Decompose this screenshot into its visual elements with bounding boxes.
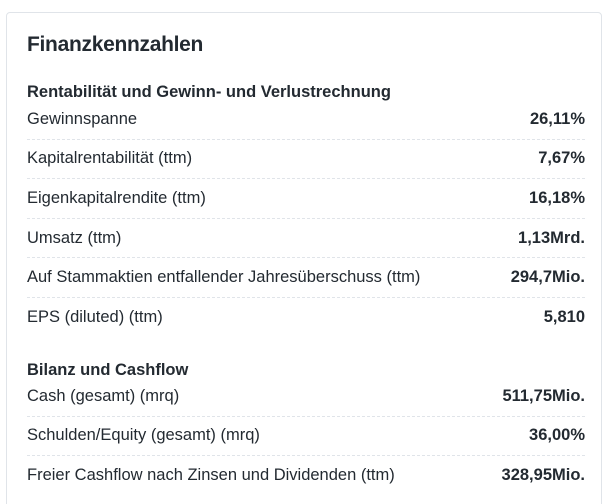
metric-label: Auf Stammaktien entfallender Jahresübers… [27,268,421,287]
metric-value: 1,13Mrd. [518,228,585,247]
metric-value: 511,75Mio. [502,386,585,405]
metric-value: 26,11% [529,109,585,128]
metric-value: 7,67% [538,149,585,168]
section-title: Rentabilität und Gewinn- und Verlustrech… [27,83,391,101]
metric-value: 294,7Mio. [510,268,585,287]
metric-label: Schulden/Equity (gesamt) (mrq) [27,426,260,445]
metric-row-net-income: Auf Stammaktien entfallender Jahresübers… [27,258,585,298]
metric-value: 36,00% [529,426,585,445]
metric-row-free-cashflow: Freier Cashflow nach Zinsen und Dividend… [27,456,585,496]
metric-value: 328,95Mio. [501,466,585,485]
section-title: Bilanz und Cashflow [27,361,189,379]
metric-label: Gewinnspanne [27,109,138,128]
balance-cashflow-section: Bilanz und Cashflow Cash (gesamt) (mrq) … [27,358,585,496]
metric-label: Kapitalrentabilität (ttm) [27,149,193,168]
metric-row-revenue: Umsatz (ttm) 1,13Mrd. [27,219,585,259]
metric-row-eps: EPS (diluted) (ttm) 5,810 [27,298,585,338]
metric-row-profit-margin: Gewinnspanne 26,11% [27,100,585,140]
metric-label: EPS (diluted) (ttm) [27,308,163,327]
metric-label: Cash (gesamt) (mrq) [27,386,180,405]
metric-label: Umsatz (ttm) [27,228,122,247]
metric-label: Freier Cashflow nach Zinsen und Dividend… [27,466,395,485]
metric-row-return-on-assets: Kapitalrentabilität (ttm) 7,67% [27,140,585,180]
financial-metrics-card: Finanzkennzahlen Rentabilität und Gewinn… [6,12,602,504]
metric-row-debt-equity: Schulden/Equity (gesamt) (mrq) 36,00% [27,417,585,457]
metric-value: 5,810 [543,308,585,327]
metric-row-total-cash: Cash (gesamt) (mrq) 511,75Mio. [27,377,585,417]
metric-list: Gewinnspanne 26,11% Kapitalrentabilität … [27,100,585,338]
card-title: Finanzkennzahlen [27,33,204,56]
profitability-section: Rentabilität und Gewinn- und Verlustrech… [27,80,585,338]
metric-value: 16,18% [529,188,585,207]
metric-list: Cash (gesamt) (mrq) 511,75Mio. Schulden/… [27,377,585,496]
metric-label: Eigenkapitalrendite (ttm) [27,188,206,207]
metric-row-return-on-equity: Eigenkapitalrendite (ttm) 16,18% [27,179,585,219]
